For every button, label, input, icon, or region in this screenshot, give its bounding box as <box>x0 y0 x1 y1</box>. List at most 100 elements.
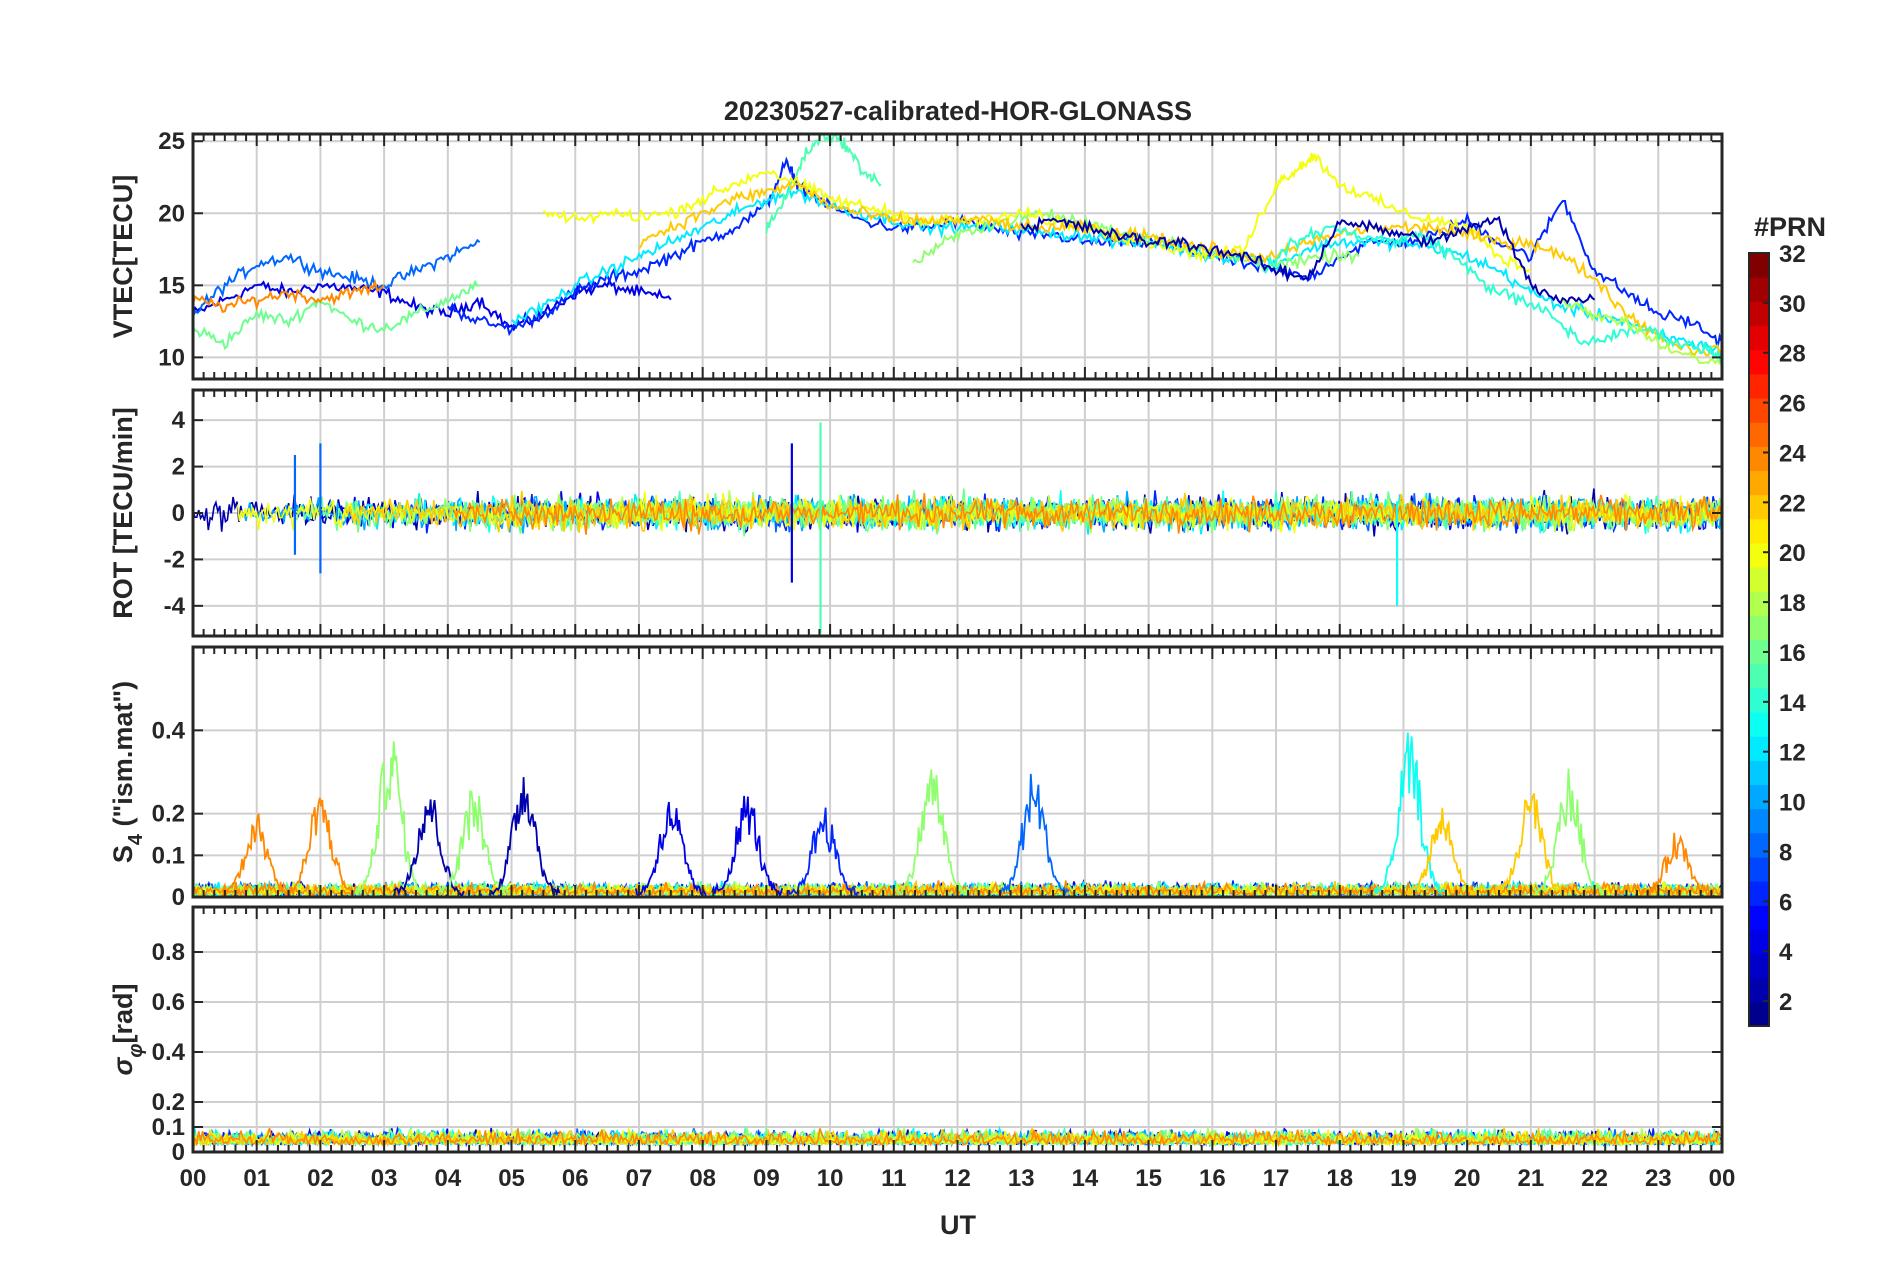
x-axis-label: UT <box>940 1210 976 1240</box>
panel-s4: 00.10.20.4S4 ("ism.mat") <box>108 645 1724 911</box>
colorbar-tick-label: 4 <box>1779 939 1793 966</box>
colorbar-segment <box>1749 591 1769 616</box>
y-tick-label: 0.4 <box>152 717 186 744</box>
y-label-sub: φ <box>125 1044 147 1058</box>
colorbar-tick-label: 32 <box>1779 241 1806 268</box>
y-tick-label: 2 <box>172 454 185 481</box>
panels-group: 10 15 20 25 VTEC[TECU] -4 -2 0 2 4 ROT [TECU/min] 0… <box>108 128 1724 1166</box>
colorbar-tick-label: 18 <box>1779 590 1806 617</box>
x-tick-label: 18 <box>1326 1165 1353 1192</box>
y-tick-label: -4 <box>164 593 186 620</box>
x-tick-label: 02 <box>307 1165 334 1192</box>
s4-burst-prn-13 <box>1373 732 1446 895</box>
s4-burst-prn-17 <box>354 741 425 895</box>
y-tick-label: 4 <box>172 407 186 434</box>
x-tick-label: 09 <box>753 1165 780 1192</box>
y-axis-label-s4: S4 ("ism.mat") <box>108 681 147 863</box>
y-tick-label: 15 <box>158 272 185 299</box>
s4-burst-prn-24 <box>221 813 292 897</box>
y-tick-label: 20 <box>158 200 185 227</box>
vtec-series-prn-8 <box>193 238 481 318</box>
x-tick-label: 13 <box>1008 1165 1035 1192</box>
x-tick-label: 22 <box>1581 1165 1608 1192</box>
colorbar-segment <box>1749 446 1769 472</box>
colorbar-tick-label: 2 <box>1779 989 1792 1016</box>
colorbar-segment <box>1749 567 1769 592</box>
colorbar-segment <box>1749 373 1769 399</box>
colorbar-segment <box>1749 905 1769 930</box>
y-axis-label-sigma: σφ[rad] <box>108 984 147 1076</box>
x-tick-label: 04 <box>434 1165 461 1192</box>
y-label-rest: ("ism.mat") <box>108 681 138 834</box>
x-tick-label: 03 <box>371 1165 398 1192</box>
colorbar-segment <box>1749 1001 1769 1027</box>
x-tick-label: 10 <box>817 1165 844 1192</box>
colorbar-segment <box>1749 736 1769 761</box>
colorbar-segment <box>1749 349 1769 375</box>
x-tick-label: 21 <box>1518 1165 1545 1192</box>
colorbar-segment <box>1749 325 1769 351</box>
vtec-series-prn-18 <box>1562 299 1722 366</box>
y-tick-label: 0.4 <box>152 1039 186 1066</box>
panel-ticks <box>192 134 1723 379</box>
panel-sigma: 00.10.20.40.60.8σφ[rad] <box>108 905 1724 1166</box>
vtec-series-prn-6 <box>447 156 1722 348</box>
panel-rot: -4 -2 0 2 4 ROT [TECU/min] <box>108 388 1724 638</box>
y-tick-label: -2 <box>164 546 185 573</box>
colorbar-segment <box>1749 687 1769 713</box>
colorbar-tick-label: 8 <box>1779 839 1792 866</box>
s4-burst-prn-17 <box>437 790 510 897</box>
y-label-sub: 4 <box>125 833 147 845</box>
sigma-series-prn-24 <box>193 1127 1721 1148</box>
colorbar-tick-label: 28 <box>1779 341 1806 368</box>
panel-plot-area <box>193 134 1722 366</box>
colorbar-segment <box>1749 832 1769 858</box>
x-tick-label: 19 <box>1390 1165 1417 1192</box>
y-label-rest: [rad] <box>108 984 138 1044</box>
s4-burst-prn-24 <box>284 797 355 897</box>
x-tick-label: 06 <box>562 1165 589 1192</box>
vtec-series-prn-2 <box>1020 215 1596 305</box>
colorbar-segment <box>1749 977 1769 1003</box>
colorbar-segment <box>1749 929 1769 955</box>
colorbar-segment <box>1749 881 1769 906</box>
colorbar-label: #PRN <box>1754 212 1826 242</box>
y-label-main: σ <box>108 1057 138 1076</box>
s4-burst-prn-17 <box>896 769 968 896</box>
colorbar-segment <box>1749 711 1769 737</box>
colorbar-segment <box>1749 808 1769 834</box>
colorbar-tick-label: 16 <box>1779 640 1806 667</box>
panel-plot-area <box>193 422 1722 634</box>
y-tick-label: 0.8 <box>152 939 185 966</box>
colorbar-segment <box>1749 397 1769 423</box>
colorbar-segment <box>1749 784 1769 810</box>
x-tick-label: 23 <box>1645 1165 1672 1192</box>
y-tick-label: 0.2 <box>152 1089 185 1116</box>
colorbar-segment <box>1749 253 1769 278</box>
panel-ticks <box>192 907 1723 1152</box>
y-tick-label: 0.1 <box>152 1114 185 1141</box>
x-tick-label: 20 <box>1454 1165 1481 1192</box>
x-tick-label: 07 <box>626 1165 653 1192</box>
x-axis-group: 00 01 02 03 04 05 06 07 08 09 10 11 12 13 14 15 16 17 18 19… <box>180 1165 1736 1192</box>
y-tick-label: 0.6 <box>152 989 185 1016</box>
colorbar-segment <box>1749 470 1769 496</box>
colorbar-segment <box>1749 301 1769 327</box>
colorbar-segment <box>1749 639 1769 665</box>
x-tick-label: 08 <box>689 1165 716 1192</box>
colorbar-tick-label: 22 <box>1779 490 1806 517</box>
colorbar-segment <box>1749 277 1769 302</box>
colorbar-segment <box>1749 615 1769 641</box>
x-tick-label: 14 <box>1072 1165 1099 1192</box>
y-tick-label: 10 <box>158 344 185 371</box>
colorbar-tick-label: 14 <box>1779 690 1806 717</box>
colorbar-frame <box>1748 252 1770 1027</box>
y-tick-label: 0.2 <box>152 801 185 828</box>
y-tick-label: 25 <box>158 128 185 155</box>
x-tick-label: 17 <box>1263 1165 1290 1192</box>
colorbar-segment <box>1749 494 1769 520</box>
panel-vtec: 10 15 20 25 VTEC[TECU] <box>108 128 1724 381</box>
vtec-series-prn-14 <box>1262 224 1722 364</box>
colorbar-tick-label: 12 <box>1779 740 1806 767</box>
s4-burst-prn-22 <box>1405 807 1478 897</box>
